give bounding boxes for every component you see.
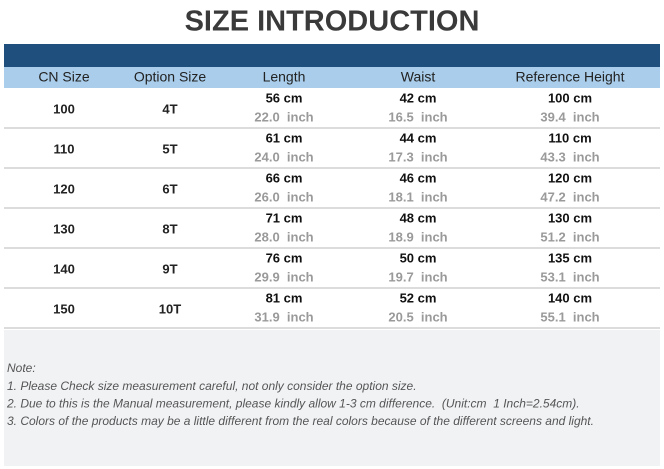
inch-value: 20.5 inch: [388, 309, 447, 324]
cm-value: 56 cm: [266, 90, 303, 105]
inch-value: 51.2 inch: [540, 229, 599, 244]
cm-value: 42 cm: [400, 90, 437, 105]
cm-value: 44 cm: [400, 130, 437, 145]
inch-value: 26.0 inch: [254, 189, 313, 204]
option-size: 5T: [162, 141, 177, 156]
cm-value: 71 cm: [266, 210, 303, 225]
note-line: 2. Due to this is the Manual measurement…: [6, 397, 580, 411]
cn-size: 140: [53, 261, 75, 276]
notes: Note: 1. Please Check size measurement ca…: [6, 361, 594, 428]
note-line: 1. Please Check size measurement careful…: [7, 379, 417, 393]
inch-value: 19.7 inch: [388, 269, 447, 284]
inch-value: 43.3 inch: [540, 149, 599, 164]
cm-value: 61 cm: [266, 130, 303, 145]
inch-value: 28.0 inch: [254, 229, 313, 244]
notes-panel: [4, 330, 660, 466]
inch-value: 18.1 inch: [388, 189, 447, 204]
table: CN Size Option Size Length Waist Reference H…: [4, 69, 660, 329]
option-size: 6T: [162, 181, 177, 196]
inch-value: 29.9 inch: [254, 269, 313, 284]
cn-size: 100: [53, 101, 75, 116]
inch-value: 18.9 inch: [388, 229, 447, 244]
inch-value: 24.0 inch: [254, 149, 313, 164]
header-row: [4, 67, 660, 88]
cm-value: 135 cm: [548, 250, 592, 265]
column-header: Reference Height: [516, 69, 625, 85]
cm-value: 130 cm: [548, 210, 592, 225]
cm-value: 50 cm: [400, 250, 437, 265]
cm-value: 81 cm: [266, 290, 303, 305]
column-header: Length: [263, 69, 306, 85]
inch-value: 55.1 inch: [540, 309, 599, 324]
cm-value: 100 cm: [548, 90, 592, 105]
inch-value: 22.0 inch: [254, 109, 313, 124]
cm-value: 140 cm: [548, 290, 592, 305]
inch-value: 16.5 inch: [388, 109, 447, 124]
cm-value: 120 cm: [548, 170, 592, 185]
option-size: 10T: [159, 301, 181, 316]
cn-size: 120: [53, 181, 75, 196]
column-header: Waist: [401, 69, 436, 85]
cm-value: 66 cm: [266, 170, 303, 185]
inch-value: 39.4 inch: [540, 109, 599, 124]
column-header: CN Size: [38, 69, 90, 85]
blue-band: [4, 44, 660, 67]
inch-value: 53.1 inch: [540, 269, 599, 284]
cn-size: 130: [53, 221, 75, 236]
cm-value: 52 cm: [400, 290, 437, 305]
inch-value: 17.3 inch: [388, 149, 447, 164]
cm-value: 76 cm: [266, 250, 303, 265]
note-line: 3. Colors of the products may be a littl…: [7, 414, 594, 428]
option-size: 8T: [162, 221, 177, 236]
inch-value: 31.9 inch: [254, 309, 313, 324]
cn-size: 110: [54, 141, 75, 156]
column-header: Option Size: [134, 69, 207, 85]
note-heading: Note:: [7, 361, 36, 375]
cm-value: 48 cm: [400, 210, 437, 225]
option-size: 4T: [162, 101, 177, 116]
title: SIZE INTRODUCTION: [185, 6, 480, 38]
cm-value: 46 cm: [400, 170, 437, 185]
inch-value: 47.2 inch: [540, 189, 599, 204]
option-size: 9T: [162, 261, 177, 276]
cn-size: 150: [53, 301, 75, 316]
cm-value: 110 cm: [548, 130, 591, 145]
